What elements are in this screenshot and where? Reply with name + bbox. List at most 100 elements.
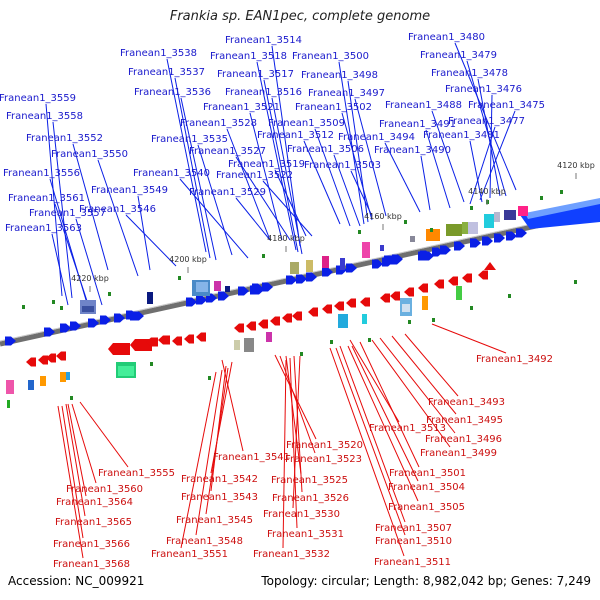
reverse-gene-arrow[interactable] bbox=[380, 293, 390, 303]
gene-label-franean1-3503[interactable]: Franean1_3503 bbox=[304, 160, 381, 171]
gene-label-franean1-3552[interactable]: Franean1_3552 bbox=[26, 133, 103, 144]
gene-label-franean1-3476[interactable]: Franean1_3476 bbox=[445, 84, 522, 95]
gene-label-franean1-3513[interactable]: Franean1_3513 bbox=[369, 423, 446, 434]
gene-label-franean1-3550[interactable]: Franean1_3550 bbox=[51, 149, 128, 160]
gene-label-franean1-3561[interactable]: Franean1_3561 bbox=[8, 193, 85, 204]
forward-gene-arrow[interactable] bbox=[218, 291, 229, 301]
forward-gene-arrow[interactable] bbox=[70, 321, 81, 331]
reverse-gene-arrow[interactable] bbox=[434, 279, 444, 289]
gene-label-franean1-3490[interactable]: Franean1_3490 bbox=[374, 145, 451, 156]
forward-gene-arrow[interactable] bbox=[250, 285, 264, 295]
reverse-gene-arrow[interactable] bbox=[418, 283, 428, 293]
gene-label-franean1-3566[interactable]: Franean1_3566 bbox=[53, 539, 130, 550]
gene-label-franean1-3510[interactable]: Franean1_3510 bbox=[375, 536, 452, 547]
gene-label-franean1-3525[interactable]: Franean1_3525 bbox=[271, 475, 348, 486]
gene-label-franean1-3537[interactable]: Franean1_3537 bbox=[128, 67, 205, 78]
reverse-gene-arrow[interactable] bbox=[172, 336, 182, 346]
forward-gene-arrow[interactable] bbox=[238, 286, 249, 296]
gene-label-franean1-3548[interactable]: Franean1_3548 bbox=[166, 536, 243, 547]
reverse-gene-arrow[interactable] bbox=[108, 343, 130, 355]
gene-label-franean1-3564[interactable]: Franean1_3564 bbox=[56, 497, 133, 508]
forward-gene-arrow[interactable] bbox=[114, 313, 125, 323]
gene-label-franean1-3517[interactable]: Franean1_3517 bbox=[217, 69, 294, 80]
forward-gene-arrow[interactable] bbox=[262, 282, 273, 292]
gene-label-franean1-3556[interactable]: Franean1_3556 bbox=[3, 168, 80, 179]
gene-label-franean1-3488[interactable]: Franean1_3488 bbox=[385, 100, 462, 111]
gene-label-franean1-3536[interactable]: Franean1_3536 bbox=[134, 87, 211, 98]
gene-label-franean1-3538[interactable]: Franean1_3538 bbox=[120, 48, 197, 59]
forward-gene-arrow[interactable] bbox=[482, 236, 493, 246]
forward-gene-arrow[interactable] bbox=[186, 297, 197, 307]
gene-label-franean1-3568[interactable]: Franean1_3568 bbox=[53, 559, 130, 570]
forward-gene-arrow[interactable] bbox=[516, 228, 527, 238]
forward-gene-arrow[interactable] bbox=[130, 311, 144, 321]
gene-label-franean1-3512[interactable]: Franean1_3512 bbox=[257, 130, 334, 141]
gene-label-franean1-3521[interactable]: Franean1_3521 bbox=[203, 102, 280, 113]
gene-label-franean1-3475[interactable]: Franean1_3475 bbox=[468, 100, 545, 111]
forward-gene-arrow[interactable] bbox=[88, 318, 99, 328]
reverse-gene-arrow[interactable] bbox=[56, 351, 66, 361]
reverse-gene-arrow[interactable] bbox=[478, 270, 488, 280]
gene-label-franean1-3555[interactable]: Franean1_3555 bbox=[98, 468, 175, 479]
gene-label-franean1-3519[interactable]: Franean1_3519 bbox=[228, 159, 305, 170]
gene-label-franean1-3541[interactable]: Franean1_3541 bbox=[213, 452, 290, 463]
gene-label-franean1-3522[interactable]: Franean1_3522 bbox=[216, 170, 293, 181]
gene-label-franean1-3526[interactable]: Franean1_3526 bbox=[272, 493, 349, 504]
forward-gene-arrow[interactable] bbox=[506, 231, 517, 241]
gene-label-franean1-3528[interactable]: Franean1_3528 bbox=[180, 118, 257, 129]
gene-label-franean1-3506[interactable]: Franean1_3506 bbox=[287, 144, 364, 155]
forward-gene-arrow[interactable] bbox=[286, 275, 297, 285]
reverse-gene-arrow[interactable] bbox=[146, 337, 158, 347]
reverse-gene-arrow[interactable] bbox=[158, 335, 170, 345]
gene-label-franean1-3540[interactable]: Franean1_3540 bbox=[133, 168, 210, 179]
forward-gene-arrow[interactable] bbox=[5, 336, 16, 346]
gene-label-franean1-3560[interactable]: Franean1_3560 bbox=[66, 484, 143, 495]
forward-gene-arrow[interactable] bbox=[306, 272, 317, 282]
reverse-gene-arrow[interactable] bbox=[38, 355, 48, 365]
reverse-gene-arrow[interactable] bbox=[246, 321, 256, 331]
gene-label-franean1-3543[interactable]: Franean1_3543 bbox=[181, 492, 258, 503]
forward-gene-arrow[interactable] bbox=[296, 274, 307, 284]
gene-label-franean1-3496[interactable]: Franean1_3496 bbox=[425, 434, 502, 445]
gene-label-franean1-3492[interactable]: Franean1_3492 bbox=[476, 354, 553, 365]
gene-label-franean1-3500[interactable]: Franean1_3500 bbox=[292, 51, 369, 62]
gene-label-franean1-3559[interactable]: Franean1_3559 bbox=[0, 93, 76, 104]
reverse-gene-arrow[interactable] bbox=[322, 304, 332, 314]
gene-label-franean1-3509[interactable]: Franean1_3509 bbox=[268, 118, 345, 129]
gene-label-franean1-3514[interactable]: Franean1_3514 bbox=[225, 35, 302, 46]
gene-label-franean1-3493[interactable]: Franean1_3493 bbox=[428, 397, 505, 408]
gene-label-franean1-3481[interactable]: Franean1_3481 bbox=[423, 130, 500, 141]
reverse-gene-arrow[interactable] bbox=[346, 298, 356, 308]
gene-label-franean1-3549[interactable]: Franean1_3549 bbox=[91, 185, 168, 196]
gene-label-franean1-3532[interactable]: Franean1_3532 bbox=[253, 549, 330, 560]
reverse-gene-arrow[interactable] bbox=[390, 291, 400, 301]
gene-label-franean1-3477[interactable]: Franean1_3477 bbox=[448, 116, 525, 127]
gene-label-franean1-3531[interactable]: Franean1_3531 bbox=[267, 529, 344, 540]
reverse-gene-arrow[interactable] bbox=[258, 319, 268, 329]
gene-label-franean1-3527[interactable]: Franean1_3527 bbox=[189, 146, 266, 157]
gene-label-franean1-3545[interactable]: Franean1_3545 bbox=[176, 515, 253, 526]
gene-label-franean1-3497[interactable]: Franean1_3497 bbox=[308, 88, 385, 99]
gene-label-franean1-3479[interactable]: Franean1_3479 bbox=[420, 50, 497, 61]
reverse-gene-arrow[interactable] bbox=[46, 353, 56, 363]
gene-label-franean1-3518[interactable]: Franean1_3518 bbox=[210, 51, 287, 62]
forward-gene-arrow[interactable] bbox=[440, 245, 451, 255]
gene-label-franean1-3563[interactable]: Franean1_3563 bbox=[5, 223, 82, 234]
forward-gene-arrow[interactable] bbox=[196, 295, 207, 305]
forward-gene-arrow[interactable] bbox=[44, 327, 55, 337]
gene-label-franean1-3494[interactable]: Franean1_3494 bbox=[338, 132, 415, 143]
reverse-gene-arrow[interactable] bbox=[404, 287, 414, 297]
forward-gene-arrow[interactable] bbox=[454, 241, 465, 251]
reverse-gene-arrow[interactable] bbox=[308, 307, 318, 317]
gene-label-franean1-3499[interactable]: Franean1_3499 bbox=[420, 448, 497, 459]
gene-label-franean1-3501[interactable]: Franean1_3501 bbox=[389, 468, 466, 479]
gene-label-franean1-3498[interactable]: Franean1_3498 bbox=[301, 70, 378, 81]
gene-label-franean1-3504[interactable]: Franean1_3504 bbox=[388, 482, 465, 493]
reverse-gene-arrow[interactable] bbox=[196, 332, 206, 342]
gene-label-franean1-3551[interactable]: Franean1_3551 bbox=[151, 549, 228, 560]
reverse-gene-arrow[interactable] bbox=[270, 316, 280, 326]
gene-label-franean1-3502[interactable]: Franean1_3502 bbox=[295, 102, 372, 113]
gene-label-franean1-3529[interactable]: Franean1_3529 bbox=[189, 187, 266, 198]
forward-gene-arrow[interactable] bbox=[384, 255, 402, 265]
forward-gene-arrow[interactable] bbox=[372, 259, 383, 269]
